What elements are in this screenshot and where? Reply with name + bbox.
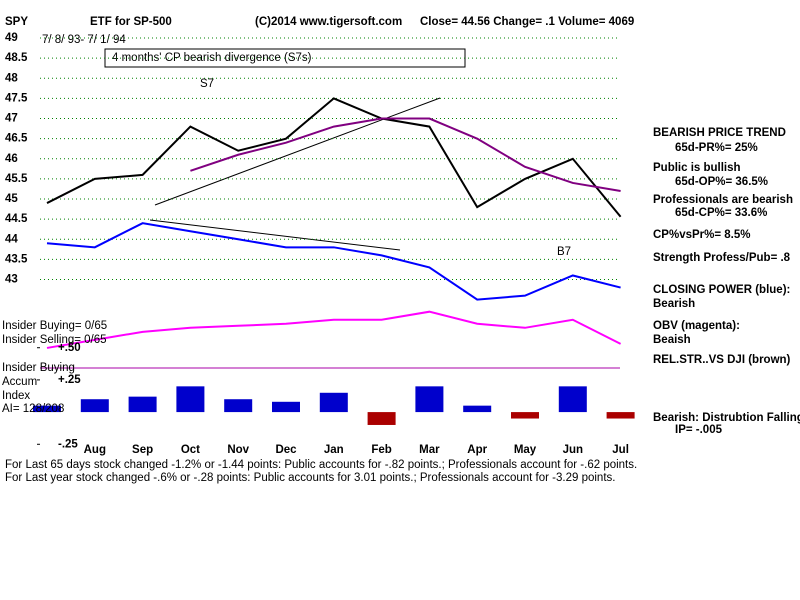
x-tick-label: Mar [419,444,440,456]
annotation: 4 months' CP bearish divergence (S7s) [112,52,312,64]
header-text: ETF for SP-500 [90,16,172,28]
panel-label: Index [2,390,30,402]
sidebar-text: Bearish: Distrubtion Falling [653,412,800,424]
x-tick-label: Feb [371,444,391,456]
x-tick-label: Jun [563,444,583,456]
x-tick-label: Aug [84,444,106,456]
bar [558,386,587,413]
panel-label: AI= 128/208 [2,403,64,415]
sidebar-text: 65d-OP%= 36.5% [675,176,768,188]
annotation: B7 [557,246,571,258]
sidebar-text: OBV (magenta): [653,320,740,332]
x-tick-label: Nov [227,444,249,456]
series-line [190,117,621,192]
x-tick-label: Dec [275,444,297,456]
footer-text: For Last year stock changed -.6% or -.28… [5,472,615,484]
y-tick-label: 45 [5,193,18,205]
x-tick-label: May [514,444,537,456]
x-tick-label: Apr [467,444,487,456]
bar [176,386,205,413]
y-tick-label: 46.5 [5,133,28,145]
panel-label: Insider Buying= 0/65 [2,320,107,332]
bar [272,401,300,413]
panel-label: Insider Buying [2,362,75,374]
series-line [46,222,621,301]
sidebar-text: Public is bullish [653,162,741,174]
y-tick-label: +.25 [58,374,81,386]
x-tick-label: Oct [181,444,200,456]
sidebar-text: Strength Profess/Pub= .8 [653,252,791,264]
sidebar-text: IP= -.005 [675,424,723,436]
bar [367,412,396,425]
bar [33,405,61,413]
sidebar-text: CLOSING POWER (blue): [653,284,790,296]
header-text: SPY [5,16,28,28]
bar [128,396,157,413]
y-tick-label: 43.5 [5,253,28,265]
sidebar-text: Bearish [653,298,695,310]
y-tick-label: 44.5 [5,213,28,225]
y-tick-label: 49 [5,32,18,44]
y-tick-label: -.25 [58,438,78,450]
series-line [46,97,622,218]
header-text: Close= 44.56 Change= .1 Volume= 4069 [420,16,634,28]
y-tick-label: 45.5 [5,173,28,185]
y-tick-label: 47 [5,113,18,125]
y-tick-label: 43 [5,274,18,286]
x-tick-label: Jan [324,444,344,456]
panel-label: Insider Selling= 0/65 [2,334,107,346]
sidebar-text: 65d-CP%= 33.6% [675,207,767,219]
y-tick-label: 47.5 [5,92,28,104]
sidebar-text: Professionals are bearish [653,194,793,206]
x-tick-label: Sep [132,444,153,456]
bar [415,386,444,413]
footer-text: For Last 65 days stock changed -1.2% or … [5,459,637,471]
series-line [46,310,622,349]
y-tick-label: 48 [5,72,18,84]
panel-label: Accum [2,376,37,388]
bar [224,399,253,413]
y-tick-label: 44 [5,233,18,245]
bar [463,405,492,413]
trend-line [154,97,441,206]
x-tick-label: Jul [612,444,629,456]
annotation: S7 [200,78,214,90]
sidebar-text: CP%vsPr%= 8.5% [653,229,751,241]
sidebar-text: Beaish [653,334,691,346]
bar [319,392,348,413]
header-text: (C)2014 www.tigersoft.com [255,16,402,28]
bar [606,412,635,419]
bar [80,399,109,413]
y-tick-label: 48.5 [5,52,28,64]
y-tick-label: +.50 [58,342,81,354]
date-range: 7/ 8/ 93- 7/ 1/ 94 [42,34,126,46]
sidebar-text: REL.STR..VS DJI (brown) [653,354,791,366]
trend-line [149,219,401,251]
sidebar-text: 65d-PR%= 25% [675,142,758,154]
bar [511,412,539,419]
sidebar-text: BEARISH PRICE TREND [653,127,786,139]
y-tick-label: 46 [5,153,18,165]
